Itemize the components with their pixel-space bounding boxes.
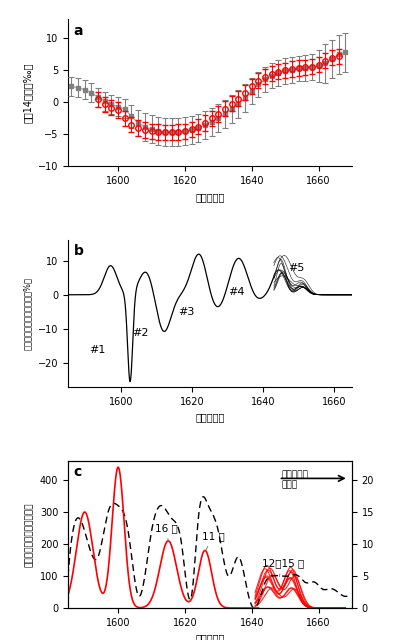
X-axis label: 西暦（年）: 西暦（年） <box>195 633 225 640</box>
Text: a: a <box>74 24 83 38</box>
Y-axis label: 炭素14濃度（‰）: 炭素14濃度（‰） <box>22 63 32 123</box>
Text: 11 年: 11 年 <box>202 531 224 550</box>
X-axis label: 西暦（年）: 西暦（年） <box>195 412 225 422</box>
Text: マウンダー
極小期: マウンダー 極小期 <box>282 470 309 490</box>
X-axis label: 西暦（年）: 西暦（年） <box>195 191 225 202</box>
Text: #3: #3 <box>178 307 194 317</box>
Text: 12～15 年: 12～15 年 <box>262 558 304 577</box>
Text: #2: #2 <box>132 328 148 338</box>
Text: #4: #4 <box>228 287 244 297</box>
Y-axis label: 復元された太陽黒点数変動: 復元された太陽黒点数変動 <box>25 502 34 566</box>
Text: #1: #1 <box>89 345 106 355</box>
Y-axis label: 銀河宇宙線量変動の偏差（%）: 銀河宇宙線量変動の偏差（%） <box>23 277 32 350</box>
Text: 16 年: 16 年 <box>155 523 178 541</box>
Text: b: b <box>74 244 84 259</box>
Text: #5: #5 <box>288 263 304 273</box>
Text: c: c <box>74 465 82 479</box>
